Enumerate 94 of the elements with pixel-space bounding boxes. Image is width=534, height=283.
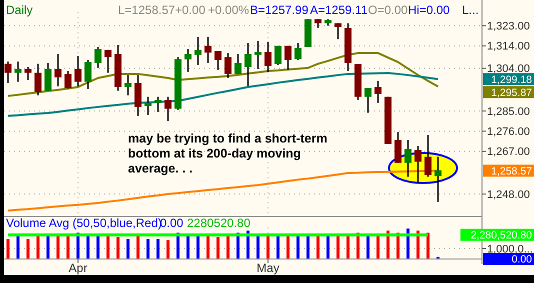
annotation: B=1257.99 (250, 3, 309, 18)
line-series (7, 72, 439, 117)
y-tick-label: 1,304.00 (487, 63, 530, 76)
y-tick-label: 1,314.00 (487, 40, 530, 53)
bar (136, 236, 140, 259)
annotation: Hi=0.00 (408, 3, 450, 18)
y-tick-label: 1,323.00 (487, 20, 530, 33)
candlestick (194, 36, 202, 66)
candlestick (234, 53, 242, 75)
bar (146, 239, 150, 259)
chart-title: Volume Avg (50,50,blue,Red) (6, 216, 162, 230)
candlestick (394, 131, 402, 164)
bar (336, 234, 340, 259)
bar (296, 234, 300, 259)
bar (166, 240, 170, 259)
chart-title: Daily (6, 3, 33, 18)
bar (106, 234, 110, 259)
candlestick (214, 50, 222, 71)
candlestick (124, 74, 132, 96)
candlestick (434, 156, 442, 203)
bar (126, 239, 130, 259)
candlestick (404, 139, 412, 178)
candlestick (4, 60, 12, 84)
bar (116, 236, 120, 259)
candlestick (84, 59, 92, 90)
annotation: +0.00 (175, 3, 206, 18)
annotation: may be trying to find a short-term bottom at its 200-day moving average. . . (128, 131, 328, 176)
annotation: +0.00% (208, 3, 250, 18)
candlestick (64, 70, 72, 90)
candlestick (164, 96, 172, 122)
candlestick (414, 145, 422, 184)
annotation: A=1259.11 (310, 3, 368, 18)
y-tick-label: 1,276.00 (487, 126, 530, 138)
text: 0.00 (512, 254, 532, 266)
candlestick (424, 134, 432, 178)
bar (36, 236, 40, 259)
bar (6, 239, 10, 259)
bar (26, 239, 30, 259)
candlestick (254, 40, 262, 70)
candlestick (74, 55, 82, 88)
candlestick (374, 80, 382, 104)
annotation: O=0.00 (368, 3, 408, 18)
bar (206, 234, 210, 259)
y-tick-label: 1,285.00 (487, 106, 530, 118)
candlestick (104, 49, 112, 74)
y-tick-label: 1,000,0... (487, 243, 533, 256)
bar (156, 239, 160, 259)
y-tick-label: 1,267.00 (487, 146, 530, 158)
candlestick (184, 48, 192, 73)
candlestick (144, 96, 152, 116)
bar (216, 236, 220, 259)
candlestick (94, 46, 102, 69)
candlestick (204, 36, 212, 64)
bar (306, 234, 310, 259)
candlestick (14, 60, 22, 83)
candlestick (54, 53, 62, 88)
text: 1,258.57 (491, 165, 532, 178)
bar (256, 234, 260, 259)
candlestick (34, 63, 42, 96)
candlestick (284, 45, 292, 71)
text: 1,295.87 (491, 86, 532, 99)
candlestick (294, 42, 302, 61)
annotation: 0.00 (160, 216, 184, 230)
candlestick (244, 42, 252, 87)
candlestick (154, 96, 162, 113)
bar (316, 236, 320, 259)
bar (276, 234, 280, 259)
bar (66, 236, 70, 259)
bar (376, 234, 380, 259)
annotation: L=1258.57 (118, 3, 176, 18)
x-tick-label: Apr (68, 261, 88, 275)
text: L... (462, 3, 479, 18)
bar (326, 236, 330, 259)
candlestick (44, 62, 52, 92)
candlestick (364, 87, 372, 114)
bar (426, 232, 430, 259)
text: 2,280,520.80 (470, 230, 532, 242)
bar (286, 234, 290, 259)
bar (86, 236, 90, 259)
candlestick (274, 45, 282, 66)
candlestick (224, 52, 232, 79)
bar (46, 236, 50, 259)
bar (226, 234, 230, 259)
bar (56, 234, 60, 259)
text: 1,299.18 (491, 74, 532, 86)
bar (16, 234, 20, 259)
annotation: 2280520.80 (187, 216, 251, 230)
y-tick-label: 1,248.00 (487, 188, 530, 201)
candlestick (264, 41, 272, 73)
candlestick (334, 22, 342, 40)
line-series (7, 52, 439, 97)
candlestick (24, 66, 32, 81)
bar (96, 234, 100, 259)
x-tick-label: May (256, 261, 280, 275)
